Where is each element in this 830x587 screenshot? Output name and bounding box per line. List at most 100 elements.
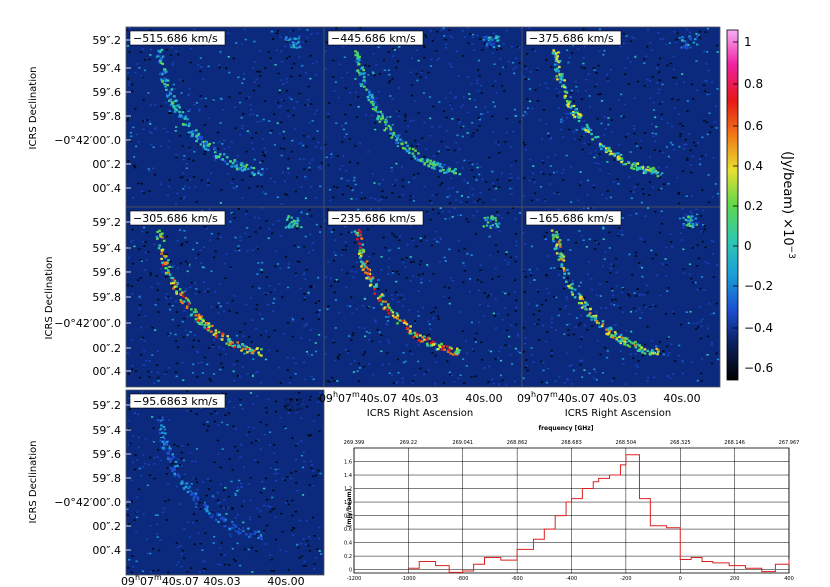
spectrum-x-tick: 400 <box>784 576 794 582</box>
emission-blob-ne <box>682 215 698 229</box>
dec-tick-label: 00″.2 <box>92 342 121 355</box>
channel-panel: −445.686 km/s <box>323 26 523 208</box>
spectrum-freq-tick: 268.862 <box>507 440 528 446</box>
emission-arc <box>155 48 264 177</box>
velocity-label-box: −305.686 km/s <box>129 210 226 226</box>
channel-map-grid: −515.686 km/s −445.686 km/s −375.686 km/s −… <box>125 26 721 576</box>
dec-tick-label: 59″.8 <box>92 291 121 304</box>
velocity-label: −515.686 km/s <box>133 32 218 45</box>
spectrum-y-tick: 1.2 <box>344 487 352 493</box>
spectrum-plot: frequency [GHz] (mJy/beam) 1.6 1.4 1.2 1.0 0… <box>344 425 800 582</box>
spectrum-freq-tick: 268.146 <box>724 440 745 446</box>
spectrum-y-tick: 0 <box>349 568 352 574</box>
dec-tick-label: 59″.2 <box>92 34 121 47</box>
velocity-label: −445.686 km/s <box>331 32 416 45</box>
dec-tick-label: 59″.4 <box>92 62 121 75</box>
ra-tick-label: 09h07m40s.07 <box>121 573 199 587</box>
spectrum-y-tick: 1.0 <box>344 500 352 506</box>
ra-axis-label-1: ICRS Right Ascension <box>367 408 473 419</box>
dec-tick-label: −0°42′00″.0 <box>54 496 121 509</box>
colorbar: (Jy/beam) ×10−3 1 0.8 0.6 0.4 0.2 0 −0.2 −0.4 −0… <box>726 29 796 381</box>
dec-tick-label: 59″.8 <box>92 472 121 485</box>
dec-axis-label-row1: ICRS Declination <box>28 67 39 150</box>
colorbar-tick-label: 0.8 <box>744 77 763 91</box>
channel-panel: −235.686 km/s <box>323 206 523 388</box>
ra-tick-label: 40s.03 <box>401 392 438 405</box>
spectrum-x-tick: -200 <box>620 576 631 582</box>
velocity-label: −305.686 km/s <box>133 212 218 225</box>
colorbar-bar <box>726 29 739 381</box>
velocity-label-box: −515.686 km/s <box>129 30 226 46</box>
emission-arc <box>155 229 263 357</box>
spectrum-y-tick: 0.2 <box>344 554 352 560</box>
dec-tick-label: 59″.6 <box>92 266 121 279</box>
colorbar-tick-label: 0.2 <box>744 199 763 213</box>
spectrum-x-tick: -600 <box>511 576 522 582</box>
spectrum-x-tick: -400 <box>566 576 577 582</box>
ra-tick-label: 40s.03 <box>203 575 240 587</box>
velocity-label-box: −95.6863 km/s <box>129 393 226 409</box>
noise-speckles <box>324 207 522 386</box>
spectrum-y-tick: 0.6 <box>344 527 352 533</box>
emission-blob-ne <box>284 215 303 229</box>
emission-arc <box>156 415 263 541</box>
svg-text:(Jy/beam) ×10−3: (Jy/beam) ×10−3 <box>780 151 796 259</box>
colorbar-tick-label: −0.4 <box>744 321 773 335</box>
spectrum-y-axis-label: (mJy/beam) <box>346 488 353 527</box>
dec-tick-label: 59″.4 <box>92 242 121 255</box>
emission-arc <box>354 50 462 176</box>
noise-speckles <box>126 27 323 205</box>
dec-axis-label-row2: ICRS Declination <box>44 257 55 340</box>
spectrum-freq-tick: 268.325 <box>670 440 691 446</box>
emission-blob-ne <box>284 398 303 412</box>
colorbar-tick-label: 0.4 <box>744 159 763 173</box>
velocity-label-box: −165.686 km/s <box>525 210 622 226</box>
dec-tick-label: 59″.2 <box>92 216 121 229</box>
colorbar-tick-label: 0.6 <box>744 119 763 133</box>
dec-tick-label: −0°42′00″.0 <box>54 134 121 147</box>
colorbar-tick-label: −0.2 <box>744 279 773 293</box>
dec-tick-label: −0°42′00″.0 <box>54 317 121 330</box>
velocity-label: −95.6863 km/s <box>133 395 218 408</box>
emission-blob-ne <box>482 215 501 229</box>
velocity-label: −165.686 km/s <box>529 212 614 225</box>
ra-tick-label: 40s.03 <box>599 392 636 405</box>
noise-speckles <box>126 390 323 574</box>
spectrum-freq-tick: 269.041 <box>452 440 473 446</box>
colorbar-scale-label: ×10 <box>780 218 795 245</box>
colorbar-label-group: (Jy/beam) ×10−3 <box>780 151 796 259</box>
dec-tick-label: 59″.2 <box>92 399 121 412</box>
velocity-label: −375.686 km/s <box>529 32 614 45</box>
spectrum-y-tick: 0.8 <box>344 514 352 520</box>
spectrum-x-tick: 0 <box>679 576 682 582</box>
spectrum-top-axis-label: frequency [GHz] <box>538 425 593 432</box>
dec-tick-label: 00″.2 <box>92 158 121 171</box>
channel-panel: −305.686 km/s <box>125 206 325 388</box>
emission-arc <box>550 229 660 356</box>
colorbar-tick-label: 0 <box>744 239 752 253</box>
spectrum-y-tick: 0.4 <box>344 541 352 547</box>
spectrum-freq-tick: 268.504 <box>616 440 637 446</box>
map-axes: ICRS Declination ICRS Declination ICRS D… <box>28 34 701 587</box>
colorbar-unit-label: (Jy/beam) <box>780 151 795 214</box>
spectrum-series-line <box>408 454 790 573</box>
spectrum-y-tick: 1.4 <box>344 473 352 479</box>
colorbar-tick-label: 1 <box>744 35 752 49</box>
dec-tick-label: 59″.6 <box>92 86 121 99</box>
dec-tick-label: 59″.6 <box>92 448 121 461</box>
ra-tick-label: 40s.00 <box>663 392 700 405</box>
spectrum-freq-tick: 269.399 <box>344 440 365 446</box>
emission-blob-ne <box>482 35 501 49</box>
colorbar-tick-label: −0.6 <box>744 361 773 375</box>
ra-tick-label: 09h07m40s.07 <box>517 390 595 405</box>
dec-tick-label: 00″.4 <box>92 365 121 378</box>
emission-blob-ne <box>680 35 699 49</box>
dec-axis-label-row3: ICRS Declination <box>28 441 39 524</box>
emission-arc <box>551 49 660 178</box>
velocity-label-box: −445.686 km/s <box>327 30 424 46</box>
ra-tick-label: 40s.00 <box>267 575 304 587</box>
channel-panel: −95.6863 km/s <box>125 389 325 576</box>
ra-tick-label: 40s.00 <box>465 392 502 405</box>
velocity-label: −235.686 km/s <box>331 212 416 225</box>
